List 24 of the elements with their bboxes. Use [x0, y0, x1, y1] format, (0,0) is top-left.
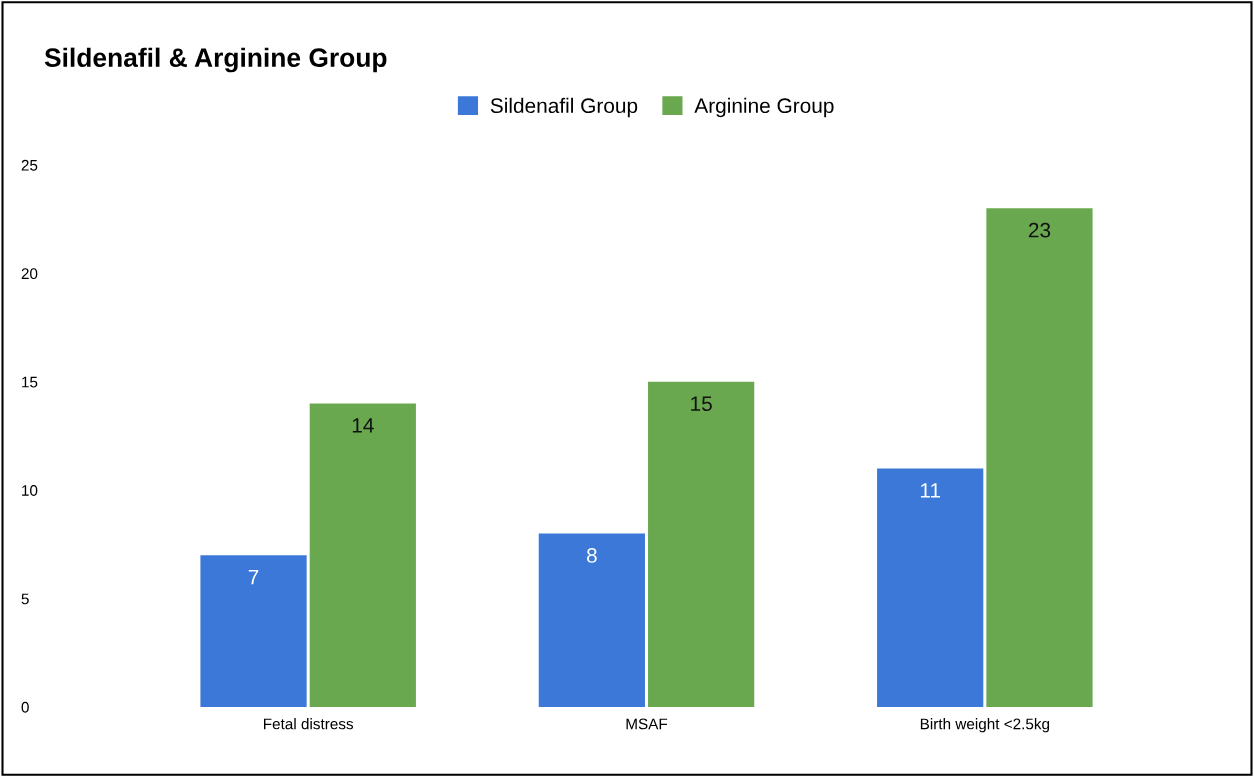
data-label: 11: [920, 483, 940, 498]
x-tick-label: Birth weight <2.5kg: [920, 718, 1050, 733]
chart-title: Sildenafil & Arginine Group: [44, 47, 387, 73]
data-label: 14: [352, 418, 374, 433]
bar: [986, 208, 1093, 707]
data-label: 8: [586, 548, 597, 563]
y-tick-label: 10: [22, 485, 38, 496]
bar: [200, 555, 307, 707]
data-label: 23: [1028, 222, 1051, 238]
x-tick-label: MSAF: [626, 718, 668, 730]
y-tick-label: 20: [21, 268, 38, 280]
y-tick-label: 15: [22, 376, 38, 388]
legend-label: Arginine Group: [694, 97, 834, 118]
bar: [648, 381, 755, 707]
x-tick-label: Fetal distress: [264, 718, 354, 730]
data-label: 15: [691, 396, 712, 412]
data-label: 7: [248, 569, 259, 585]
legend-label: Sildenafil Group: [490, 97, 638, 118]
bar: [309, 403, 416, 707]
y-tick-label: 25: [21, 159, 38, 171]
bar: [877, 468, 984, 707]
bar: [538, 533, 645, 707]
y-tick-label: 0: [21, 701, 29, 713]
y-tick-label: 5: [21, 593, 29, 605]
